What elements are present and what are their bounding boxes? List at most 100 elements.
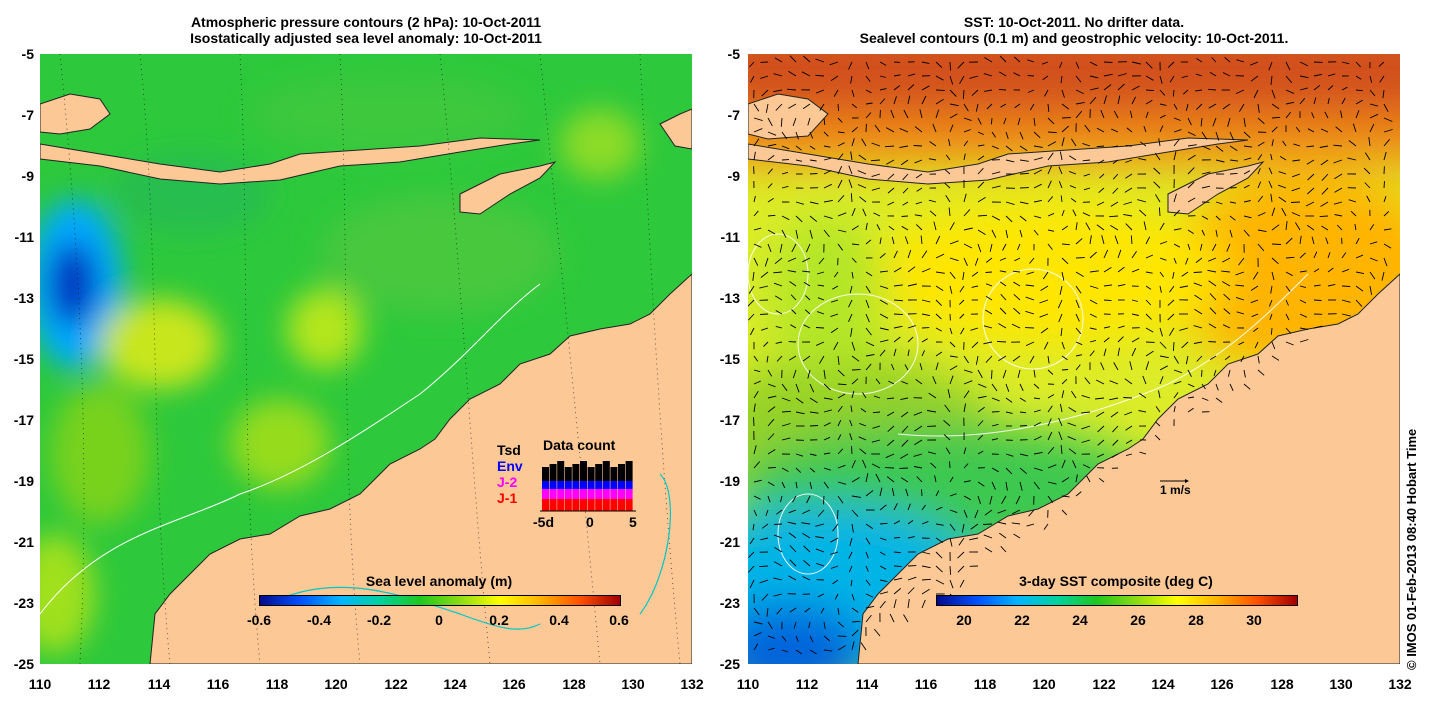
velocity-arrow [1334, 187, 1343, 193]
left-lon-tick: 122 [384, 676, 408, 692]
velocity-arrow [862, 208, 867, 217]
velocity-arrow [865, 551, 869, 559]
velocity-arrow [834, 593, 839, 600]
velocity-arrow [767, 155, 775, 161]
velocity-arrow [1270, 193, 1273, 203]
velocity-arrow [774, 57, 783, 63]
velocity-arrow [1355, 75, 1362, 80]
velocity-arrow [1103, 337, 1110, 343]
velocity-arrow [949, 75, 954, 85]
velocity-arrow [1082, 212, 1091, 217]
velocity-arrow [1355, 110, 1360, 119]
velocity-arrow [1012, 270, 1021, 273]
velocity-arrow [1257, 103, 1260, 113]
right-lon-tick: 128 [1270, 676, 1294, 692]
velocity-arrow [1019, 411, 1027, 414]
velocity-arrow [773, 534, 783, 539]
velocity-arrow [1250, 299, 1259, 304]
velocity-arrow [935, 271, 945, 274]
velocity-arrow [943, 419, 951, 427]
velocity-arrow [753, 103, 760, 112]
right-title-line1: SST: 10-Oct-2011. No drifter data. [963, 14, 1185, 30]
velocity-arrow [985, 295, 993, 301]
velocity-arrow [949, 509, 958, 514]
velocity-arrow [1378, 61, 1385, 67]
velocity-arrow [849, 419, 853, 427]
velocity-arrow [1082, 464, 1091, 469]
velocity-arrow [1145, 236, 1151, 245]
velocity-arrow [1257, 154, 1263, 161]
velocity-arrow [963, 140, 969, 147]
velocity-arrow [851, 477, 860, 483]
velocity-arrow [1033, 435, 1042, 441]
velocity-arrow [767, 168, 773, 175]
velocity-arrow [1129, 110, 1133, 119]
velocity-arrow [749, 579, 755, 589]
velocity-arrow [1047, 212, 1055, 217]
velocity-arrow [749, 61, 755, 68]
velocity-arrow [929, 210, 937, 217]
velocity-arrow [865, 490, 874, 497]
velocity-arrow [879, 237, 882, 245]
velocity-arrow [865, 61, 870, 70]
velocity-arrow [1011, 509, 1021, 515]
velocity-arrow [752, 271, 755, 281]
velocity-arrow [1159, 285, 1162, 293]
velocity-arrow [781, 229, 787, 238]
velocity-arrow [1117, 95, 1121, 105]
left-colorbar-tick: 0.2 [489, 612, 509, 628]
velocity-arrow [1005, 467, 1013, 475]
velocity-arrow [1213, 369, 1217, 376]
velocity-arrow [1243, 229, 1250, 237]
velocity-arrow [1047, 243, 1053, 250]
velocity-arrow [1125, 439, 1133, 444]
velocity-arrow [1341, 268, 1350, 273]
velocity-arrow [1348, 140, 1357, 147]
velocity-arrow [879, 88, 887, 91]
velocity-arrow [1173, 209, 1181, 217]
velocity-arrow [1158, 207, 1161, 217]
velocity-arrow [791, 243, 797, 253]
velocity-arrow [1013, 281, 1021, 287]
bathymetry-contour [279, 473, 671, 630]
velocity-arrow [890, 363, 895, 371]
velocity-arrow [1243, 184, 1250, 189]
velocity-arrow [1268, 167, 1273, 175]
velocity-arrow [809, 635, 814, 643]
velocity-arrow [833, 89, 839, 97]
count-bar-segment [602, 461, 610, 481]
velocity-arrow [804, 607, 811, 613]
left-lon-tick: 130 [621, 676, 645, 692]
count-bar-segment [564, 489, 572, 499]
velocity-arrow [1059, 285, 1063, 295]
velocity-arrow [1013, 533, 1021, 539]
velocity-arrow [1285, 89, 1295, 94]
velocity-arrow [1347, 157, 1357, 161]
velocity-arrow [1096, 201, 1105, 206]
velocity-arrow [1187, 144, 1197, 147]
velocity-arrow [816, 271, 825, 275]
velocity-arrow [907, 336, 914, 343]
velocity-arrow [977, 481, 985, 487]
velocity-arrow [1067, 436, 1077, 441]
velocity-arrow [1383, 129, 1393, 133]
velocity-arrow [1047, 117, 1055, 125]
velocity-arrow [991, 423, 999, 427]
velocity-arrow [1145, 271, 1153, 274]
velocity-arrow [1131, 347, 1137, 357]
velocity-arrow [935, 523, 944, 526]
velocity-arrow [802, 355, 811, 362]
velocity-arrow [1047, 196, 1054, 203]
velocity-arrow [893, 267, 902, 273]
velocity-arrow [1047, 431, 1053, 441]
velocity-arrow [984, 89, 993, 92]
velocity-arrow [837, 419, 842, 427]
velocity-arrow [907, 503, 911, 511]
velocity-arrow [837, 607, 840, 615]
count-bar-segment [587, 489, 595, 499]
velocity-arrow [837, 131, 845, 134]
velocity-arrow [1313, 325, 1323, 329]
velocity-arrow [1155, 194, 1161, 203]
velocity-arrow [899, 467, 909, 469]
velocity-arrow [977, 197, 986, 203]
